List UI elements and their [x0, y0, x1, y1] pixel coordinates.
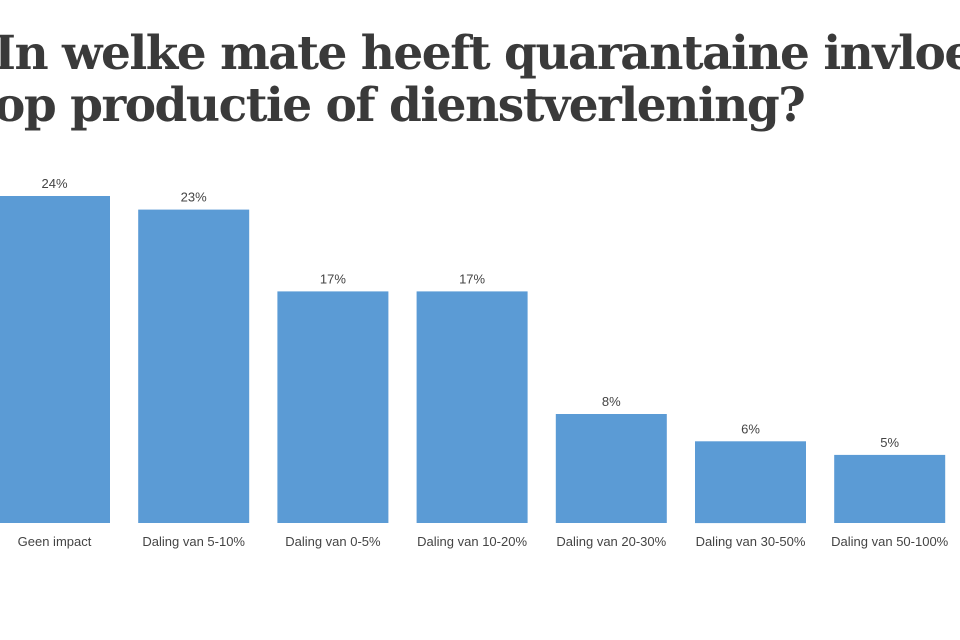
chart-title: In welke mate heeft quarantaine invloed … — [0, 28, 960, 132]
category-label-0: Geen impact — [18, 534, 92, 549]
bar-1 — [138, 209, 250, 523]
bar-value-label-6: 5% — [880, 435, 899, 450]
chart-title-line-1: In welke mate heeft quarantaine invloed — [0, 26, 960, 81]
bar-2 — [277, 291, 389, 523]
bar-0 — [0, 196, 110, 523]
category-label-1: Daling van 5-10% — [142, 534, 245, 549]
category-label-4: Daling van 20-30% — [556, 534, 666, 549]
bar-value-label-4: 8% — [602, 394, 621, 409]
bar-value-label-1: 23% — [181, 190, 207, 205]
bar-value-label-0: 24% — [41, 176, 67, 191]
category-label-2: Daling van 0-5% — [285, 534, 381, 549]
bar-value-label-2: 17% — [320, 271, 346, 286]
category-label-6: Daling van 50-100% — [831, 534, 949, 549]
chart-title-line-2: op productie of dienstverlening? — [0, 78, 806, 133]
bar-3 — [416, 291, 528, 523]
bar-5 — [695, 441, 806, 524]
bar-6 — [834, 454, 946, 523]
category-label-3: Daling van 10-20% — [417, 534, 527, 549]
category-label-5: Daling van 30-50% — [696, 534, 806, 549]
bar-value-label-5: 6% — [741, 421, 760, 436]
bar-value-label-3: 17% — [459, 271, 485, 286]
bar-4 — [555, 414, 667, 523]
